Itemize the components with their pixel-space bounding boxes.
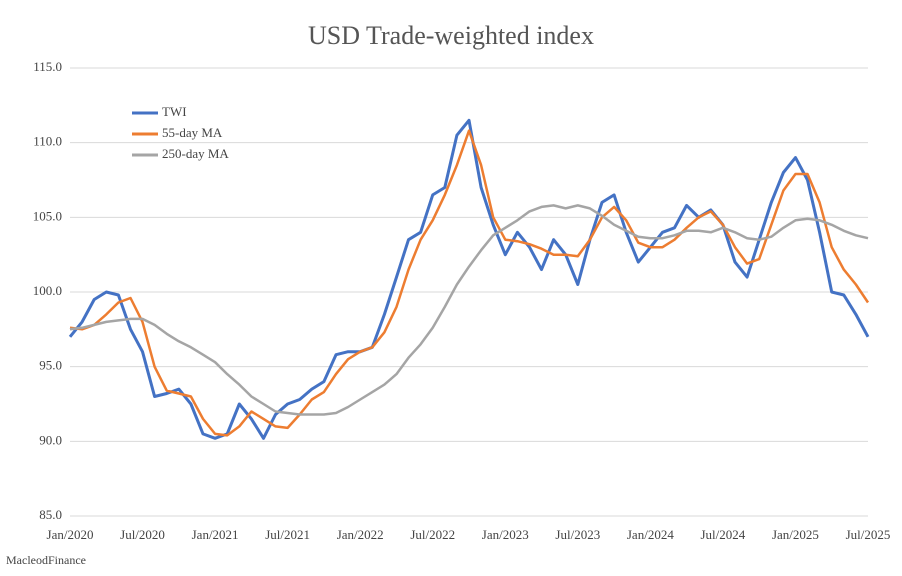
x-tick-label: Jul/2025 xyxy=(846,527,891,542)
x-tick-label: Jan/2021 xyxy=(192,527,239,542)
y-tick-label: 95.0 xyxy=(39,358,62,373)
y-tick-label: 100.0 xyxy=(33,283,62,298)
x-tick-label: Jul/2021 xyxy=(265,527,310,542)
source: MacleodFinance xyxy=(6,553,86,567)
x-tick-label: Jul/2024 xyxy=(701,527,746,542)
y-tick-label: 110.0 xyxy=(33,134,62,149)
x-tick-label: Jan/2022 xyxy=(337,527,384,542)
y-tick-label: 85.0 xyxy=(39,507,62,522)
x-tick-label: Jan/2024 xyxy=(627,527,674,542)
y-tick-label: 90.0 xyxy=(39,432,62,447)
y-tick-label: 115.0 xyxy=(33,59,62,74)
legend-label: 55-day MA xyxy=(162,125,223,140)
x-tick-label: Jan/2023 xyxy=(482,527,529,542)
series-line xyxy=(69,204,869,416)
x-tick-label: Jul/2023 xyxy=(555,527,600,542)
chart-title: USD Trade-weighted index xyxy=(308,21,594,50)
x-tick-label: Jul/2022 xyxy=(410,527,455,542)
x-tick-label: Jan/2020 xyxy=(47,527,94,542)
series-line xyxy=(69,129,870,437)
legend-label: TWI xyxy=(162,104,187,119)
series-line xyxy=(68,118,870,440)
x-tick-label: Jul/2020 xyxy=(120,527,165,542)
x-tick-label: Jan/2025 xyxy=(772,527,819,542)
y-tick-label: 105.0 xyxy=(33,208,62,223)
legend-label: 250-day MA xyxy=(162,146,229,161)
